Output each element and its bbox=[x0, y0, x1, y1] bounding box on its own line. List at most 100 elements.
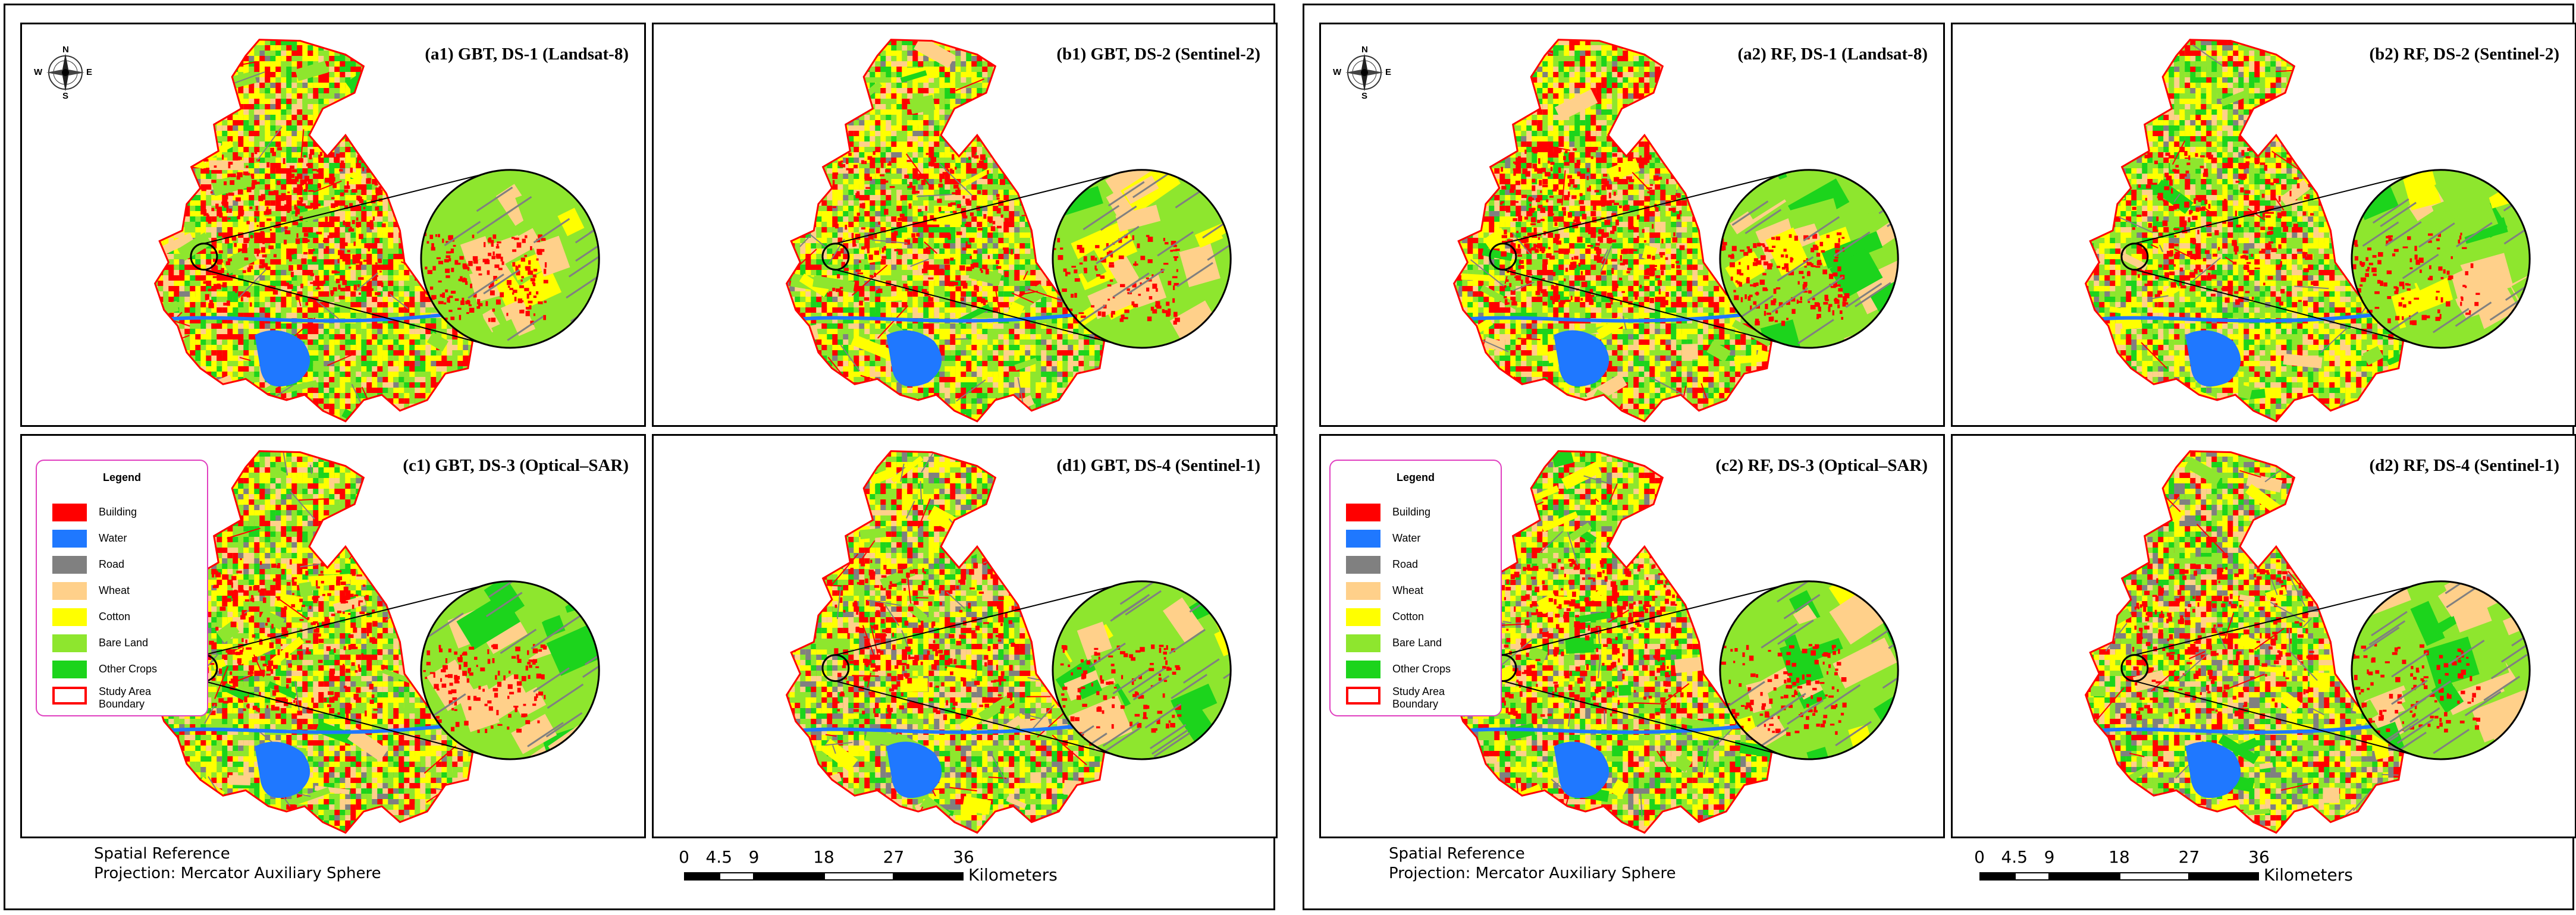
scale-segment bbox=[2189, 872, 2259, 881]
north-arrow-icon: N S E W bbox=[1333, 45, 1391, 101]
zoom-source-circle bbox=[2120, 243, 2149, 271]
zoom-inset bbox=[2351, 169, 2530, 348]
legend-label: Wheat bbox=[1392, 584, 1423, 597]
compass-letter: E bbox=[1385, 67, 1391, 77]
scale-tick-label: 36 bbox=[953, 847, 974, 867]
legend-title: Legend bbox=[37, 471, 207, 484]
classification-map bbox=[1452, 39, 1899, 423]
legend-label: Cotton bbox=[1392, 611, 1424, 623]
legend-label: Water bbox=[99, 532, 127, 545]
legend-swatch bbox=[1346, 608, 1380, 626]
legend-label: Wheat bbox=[99, 584, 130, 597]
legend-label: Other Crops bbox=[99, 663, 157, 675]
zoom-source-circle bbox=[821, 243, 850, 271]
panel-title: (a2) RF, DS-1 (Landsat-8) bbox=[1737, 45, 1928, 64]
scale-tick-label: 4.5 bbox=[2001, 847, 2028, 867]
legend-label: Road bbox=[1392, 558, 1418, 571]
legend-swatch bbox=[52, 582, 87, 600]
scale-unit: Kilometers bbox=[2264, 865, 2353, 885]
scale-tick-label: 18 bbox=[813, 847, 834, 867]
legend-label: Water bbox=[1392, 532, 1420, 545]
scale-segment bbox=[1979, 872, 2015, 881]
scale-segment bbox=[2049, 872, 2119, 881]
study-area-boundary bbox=[1452, 39, 1772, 423]
panel-title: (c2) RF, DS-3 (Optical–SAR) bbox=[1715, 456, 1928, 476]
map-panel: (d1) GBT, DS-4 (Sentinel-1) bbox=[652, 434, 1278, 838]
legend-swatch bbox=[1346, 634, 1380, 652]
legend-label: Other Crops bbox=[1392, 663, 1451, 675]
map-panel: (b2) RF, DS-2 (Sentinel-2) bbox=[1951, 23, 2576, 427]
zoom-inset bbox=[421, 581, 600, 759]
legend-swatch bbox=[1346, 582, 1380, 600]
panel-title: (c1) GBT, DS-3 (Optical–SAR) bbox=[403, 456, 629, 476]
legend-swatch bbox=[52, 556, 87, 574]
compass-letter: S bbox=[1361, 91, 1367, 101]
legend-label: Road bbox=[99, 558, 124, 571]
scale-tick-label: 27 bbox=[883, 847, 905, 867]
classification-map bbox=[2084, 450, 2531, 834]
legend-label: Bare Land bbox=[99, 637, 148, 649]
compass-letter: N bbox=[62, 45, 69, 55]
study-area-boundary bbox=[785, 39, 1105, 423]
scale-tick-label: 0 bbox=[1974, 847, 1985, 867]
map-panel: (a1) GBT, DS-1 (Landsat-8) N S E W bbox=[20, 23, 646, 427]
scale-bar: 0 4.5 9 18 27 36 Kilometers bbox=[679, 847, 1065, 889]
compass-letter: S bbox=[62, 91, 68, 101]
legend-swatch bbox=[52, 504, 87, 521]
study-area-boundary bbox=[2084, 450, 2404, 834]
scale-bar: 0 4.5 9 18 27 36 Kilometers bbox=[1974, 847, 2360, 889]
legend-label: Cotton bbox=[99, 611, 130, 623]
scale-tick-label: 4.5 bbox=[705, 847, 732, 867]
legend-swatch bbox=[52, 661, 87, 678]
projection-text: Projection: Mercator Auxiliary Sphere bbox=[1389, 864, 1676, 883]
zoom-source-circle bbox=[1489, 243, 1517, 271]
scale-tick-label: 27 bbox=[2179, 847, 2200, 867]
spatial-reference-title: Spatial Reference bbox=[1389, 844, 1676, 864]
classification-map bbox=[785, 39, 1232, 423]
compass-letter: W bbox=[1333, 67, 1341, 77]
legend-label: Study Area Boundary bbox=[1392, 686, 1445, 710]
zoom-inset bbox=[2351, 581, 2530, 759]
spatial-reference: Spatial Reference Projection: Mercator A… bbox=[1389, 844, 1676, 883]
classification-map bbox=[2084, 39, 2531, 423]
legend-swatch bbox=[1346, 556, 1380, 574]
study-area-boundary bbox=[2084, 39, 2404, 423]
projection-text: Projection: Mercator Auxiliary Sphere bbox=[94, 864, 381, 883]
panel-title: (d2) RF, DS-4 (Sentinel-1) bbox=[2369, 456, 2559, 476]
study-area-boundary bbox=[785, 450, 1105, 834]
scale-segment bbox=[2119, 872, 2189, 881]
study-area-boundary bbox=[153, 39, 473, 423]
legend-title: Legend bbox=[1331, 471, 1501, 484]
legend-swatch bbox=[52, 608, 87, 626]
scale-unit: Kilometers bbox=[968, 865, 1058, 885]
land-cover-classes bbox=[786, 451, 1105, 833]
scale-segment bbox=[754, 872, 824, 881]
zoom-inset bbox=[421, 169, 600, 348]
legend-label: Bare Land bbox=[1392, 637, 1442, 649]
spatial-reference-title: Spatial Reference bbox=[94, 844, 381, 864]
classification-map bbox=[785, 450, 1232, 834]
legend-swatch bbox=[1346, 504, 1380, 521]
legend-swatch bbox=[52, 687, 87, 705]
scale-segment bbox=[684, 872, 719, 881]
scale-tick-label: 36 bbox=[2248, 847, 2270, 867]
scale-tick-label: 18 bbox=[2109, 847, 2130, 867]
spatial-reference: Spatial Reference Projection: Mercator A… bbox=[94, 844, 381, 883]
panel-title: (b2) RF, DS-2 (Sentinel-2) bbox=[2369, 45, 2559, 64]
legend-label: Study Area Boundary bbox=[99, 686, 151, 710]
legend-swatch bbox=[1346, 661, 1380, 678]
panel-title: (a1) GBT, DS-1 (Landsat-8) bbox=[425, 45, 629, 64]
scale-segment bbox=[2014, 872, 2050, 881]
scale-segment bbox=[718, 872, 754, 881]
scale-segment bbox=[824, 872, 894, 881]
legend-label: Building bbox=[1392, 506, 1430, 518]
legend-swatch bbox=[1346, 687, 1380, 705]
legend-swatch bbox=[52, 530, 87, 548]
panel-title: (d1) GBT, DS-4 (Sentinel-1) bbox=[1056, 456, 1260, 476]
legend-box: Legend Building Water Road Wheat Cotton Bare … bbox=[36, 460, 208, 716]
legend-swatch bbox=[1346, 530, 1380, 548]
classification-map bbox=[153, 39, 600, 423]
map-panel: (b1) GBT, DS-2 (Sentinel-2) bbox=[652, 23, 1278, 427]
zoom-source-circle bbox=[821, 654, 850, 683]
map-panel: (a2) RF, DS-1 (Landsat-8) N S E W bbox=[1319, 23, 1945, 427]
